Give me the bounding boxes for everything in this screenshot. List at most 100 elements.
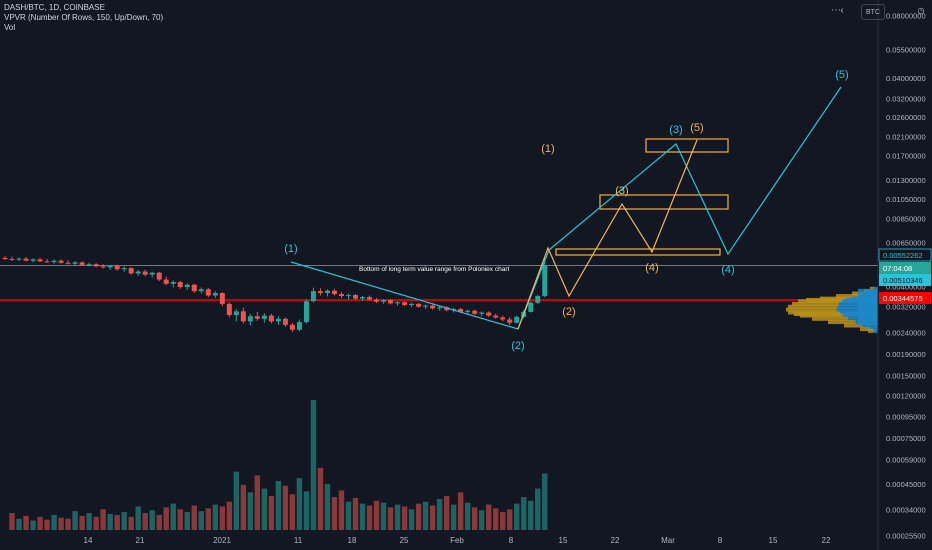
price-tick-label: 0.00650000: [886, 239, 926, 248]
price-tick-label: 0.00240000: [886, 329, 926, 338]
wave-primary-label-4: (4): [721, 264, 734, 276]
candle-body: [198, 289, 204, 292]
volume-bars: [9, 400, 548, 530]
profile-bar-up: [860, 327, 870, 332]
candle-body: [72, 262, 78, 264]
profile-bar-up: [800, 313, 843, 318]
candle-body: [86, 264, 92, 266]
candle-body: [219, 293, 225, 304]
price-tag-label: 0.00344575: [883, 294, 923, 303]
price-tag: [878, 248, 932, 262]
target-box-top: [645, 138, 729, 153]
price-tick-label: 0.03200000: [886, 94, 926, 103]
time-tick-label: 11: [294, 536, 303, 545]
annotation-text: Bottom of long term value range from Pol…: [359, 266, 509, 273]
profile-bar-up: [812, 316, 849, 321]
volume-bar: [303, 491, 310, 530]
candle-body: [156, 272, 162, 280]
volume-bar: [542, 473, 548, 530]
clock-icon[interactable]: ◷: [917, 5, 925, 15]
wave-primary-past: [290, 249, 550, 330]
volume-bar: [240, 484, 247, 530]
candle-body: [338, 294, 344, 297]
wave-secondary-label-1: (1): [541, 143, 554, 155]
volume-bar: [331, 497, 338, 530]
elliott-wave-drawings[interactable]: (1) (2) (3) (4) (5) (1) (2) (3) (4) (5) …: [284, 69, 848, 352]
candle-body: [30, 259, 36, 261]
chevron-left-icon[interactable]: ‹: [840, 4, 844, 16]
volume-bar: [107, 513, 113, 530]
volume-bar: [149, 510, 155, 530]
volume-bar: [359, 503, 366, 530]
volume-bar: [485, 504, 492, 530]
price-tag-label: 0.00510346: [883, 276, 923, 285]
candle-body: [507, 319, 513, 323]
candle-body: [233, 311, 239, 315]
candle-body: [472, 310, 478, 314]
profile-bar-down: [837, 304, 878, 309]
volume-bar: [345, 501, 352, 530]
wave-secondary-label-5: (5): [690, 122, 703, 134]
price-tick-label: 0.00400000: [886, 283, 926, 292]
volume-bar: [387, 507, 394, 530]
volume-bar: [114, 514, 120, 530]
candle-body: [37, 259, 43, 262]
volume-bar: [514, 503, 520, 530]
time-tick-label: 22: [611, 536, 620, 545]
price-tags: 0.00552262 07:04:08 0.00510346 0.00344575: [878, 248, 932, 304]
candle-body: [360, 297, 366, 299]
volume-bar: [233, 471, 240, 530]
volume-bar: [93, 516, 99, 530]
horizontal-lines: [0, 265, 878, 301]
profile-bar-up: [786, 307, 837, 312]
volume-bar: [268, 496, 275, 530]
profile-bar-down: [873, 328, 878, 333]
price-tick-label: 0.08000000: [886, 11, 926, 20]
price-tag-label: 0.00552262: [883, 251, 923, 260]
volume-bar: [352, 497, 359, 530]
time-tick-label: 8: [509, 536, 514, 545]
candle-body: [345, 295, 351, 297]
volume-bar: [275, 481, 282, 530]
symbol-title: DASH/BTC, 1D, COINBASE: [4, 3, 105, 12]
currency-toggle-button[interactable]: BTC: [861, 4, 885, 20]
volume-bar: [142, 513, 148, 530]
price-tag: [879, 292, 931, 304]
volume-bar: [177, 509, 183, 530]
volume-bar: [450, 504, 457, 530]
candle-body: [191, 284, 197, 292]
candle-body: [149, 272, 155, 275]
volume-bar: [317, 467, 324, 530]
price-tick-label: 0.00045000: [886, 480, 926, 489]
wave-primary-label-1: (1): [284, 243, 297, 255]
wave-primary-label-5: (5): [835, 69, 848, 81]
wave-secondary-label-2: (2): [562, 306, 575, 318]
time-tick-label: 22: [822, 536, 831, 545]
volume-bar: [464, 502, 471, 530]
candle-body: [44, 261, 50, 263]
candle-body: [310, 291, 316, 302]
volume-bar: [507, 509, 513, 530]
price-axis[interactable]: 0.08000000 0.05500000 0.04000000 0.03200000…: [877, 0, 926, 550]
time-axis[interactable]: 14 21 2021 11 18 25 Feb 8 15 22 Mar 8 15 22: [84, 536, 831, 545]
volume-bar: [500, 512, 506, 530]
candle-body: [121, 268, 127, 270]
volume-bar: [443, 496, 450, 530]
candle-body: [324, 290, 330, 294]
volume-bar: [79, 515, 85, 530]
volume-bar: [191, 505, 197, 530]
profile-bar-down: [836, 307, 878, 312]
volume-bar: [282, 485, 289, 530]
candle-body: [93, 264, 99, 267]
candle-body: [423, 305, 429, 307]
candle-body: [388, 300, 394, 304]
target-box-middle: [599, 194, 729, 210]
candle-body: [493, 315, 499, 318]
volume-bar: [72, 511, 78, 530]
profile-bar-up: [836, 294, 860, 299]
menu-icon[interactable]: ⋯: [831, 4, 841, 16]
profile-bar-up: [868, 328, 874, 333]
volume-bar: [408, 509, 415, 530]
candle-body: [79, 262, 85, 265]
